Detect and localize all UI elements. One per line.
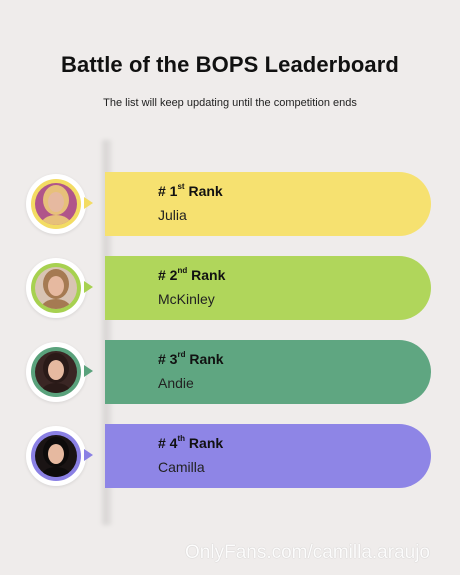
- rank-label: # 3rd Rank: [158, 350, 224, 367]
- avatar-badge: [26, 342, 86, 402]
- rank-ordinal-suffix: rd: [177, 350, 186, 360]
- page-title: Battle of the BOPS Leaderboard: [61, 52, 399, 77]
- rank-card: [105, 256, 431, 320]
- avatar-pointer: [84, 281, 93, 293]
- rank-word: Rank: [188, 435, 224, 451]
- rank-number: # 2: [158, 267, 178, 283]
- rank-number: # 3: [158, 351, 178, 367]
- avatar-badge: [26, 174, 86, 234]
- leaderboard-row: # 4th Rank Camilla: [0, 424, 460, 490]
- contestant-name: Camilla: [158, 459, 205, 475]
- avatar-badge: [26, 426, 86, 486]
- contestant-name: Julia: [158, 207, 187, 223]
- avatar-pointer: [84, 365, 93, 377]
- avatar-pointer: [84, 449, 93, 461]
- avatar-ring: [31, 179, 81, 229]
- page-subtitle: The list will keep updating until the co…: [103, 97, 357, 109]
- rank-ordinal-suffix: st: [177, 182, 185, 192]
- rank-number: # 4: [158, 435, 178, 451]
- rank-card: [105, 340, 431, 404]
- rank-number: # 1: [158, 183, 178, 199]
- rank-word: Rank: [191, 267, 226, 283]
- avatar-ring: [31, 263, 81, 313]
- rank-label: # 2nd Rank: [158, 266, 226, 283]
- contestant-name: Andie: [158, 375, 194, 391]
- avatar: [35, 267, 77, 309]
- rank-word: Rank: [188, 183, 223, 199]
- avatar: [35, 435, 77, 477]
- rank-label: # 1st Rank: [158, 182, 223, 199]
- rank-card: [105, 424, 431, 488]
- leaderboard-row: # 1st Rank Julia: [0, 172, 460, 238]
- avatar-pointer: [84, 197, 93, 209]
- rank-ordinal-suffix: th: [177, 434, 186, 444]
- avatar: [35, 183, 77, 225]
- leaderboard-row: # 3rd Rank Andie: [0, 340, 460, 406]
- avatar: [35, 351, 77, 393]
- watermark: OnlyFans.com/camilla.araujo: [185, 542, 430, 563]
- contestant-name: McKinley: [158, 291, 215, 307]
- avatar-ring: [31, 431, 81, 481]
- rank-word: Rank: [189, 351, 224, 367]
- rank-ordinal-suffix: nd: [177, 266, 188, 276]
- rank-label: # 4th Rank: [158, 434, 224, 451]
- rank-card: [105, 172, 431, 236]
- avatar-badge: [26, 258, 86, 318]
- avatar-ring: [31, 347, 81, 397]
- leaderboard-row: # 2nd Rank McKinley: [0, 256, 460, 322]
